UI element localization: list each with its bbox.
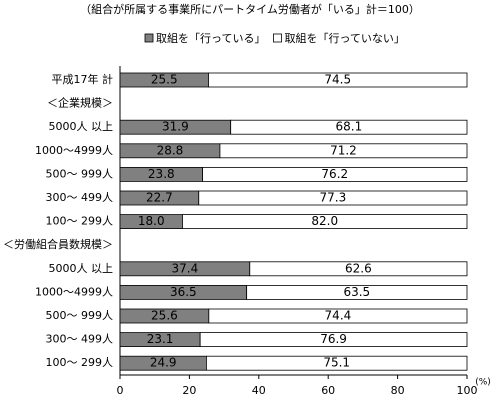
bar-segment xyxy=(246,284,468,300)
value-label: 82.0 xyxy=(311,214,338,228)
category-label: 300～ 499人 xyxy=(46,333,114,346)
legend-swatch xyxy=(144,33,154,43)
chart-title: （組合が所属する事業所にパートタイム労働者が「いる」計＝100） xyxy=(80,2,420,16)
value-label: 63.5 xyxy=(343,285,370,299)
value-label: 76.9 xyxy=(320,332,347,346)
x-unit: (%) xyxy=(475,378,491,388)
value-label: 28.8 xyxy=(157,143,184,157)
value-label: 77.3 xyxy=(320,191,347,205)
value-label: 23.1 xyxy=(147,332,174,346)
value-label: 22.7 xyxy=(146,191,173,205)
value-label: 68.1 xyxy=(335,120,362,134)
value-label: 23.8 xyxy=(148,167,175,181)
legend-swatch xyxy=(273,33,282,43)
value-label: 75.1 xyxy=(323,356,350,370)
bar-segment xyxy=(198,190,468,206)
bar-segment xyxy=(219,143,468,159)
category-label: 平成17年 計 xyxy=(52,72,114,86)
value-label: 25.6 xyxy=(151,309,178,323)
x-tick-label: 0 xyxy=(117,384,124,397)
value-label: 74.4 xyxy=(325,309,352,323)
bar-segment xyxy=(208,72,468,88)
category-label: 100～ 299人 xyxy=(46,356,114,369)
x-tick-label: 20 xyxy=(182,384,196,397)
category-label: 1000～4999人 xyxy=(35,144,113,157)
value-label: 36.5 xyxy=(170,285,197,299)
bar-segment xyxy=(206,355,468,371)
value-label: 18.0 xyxy=(138,214,165,228)
bar-segment xyxy=(202,166,468,182)
bar-segment xyxy=(249,261,468,277)
bar-segment xyxy=(208,308,468,324)
category-label: 1000～4999人 xyxy=(35,285,113,298)
category-label: 500～ 999人 xyxy=(46,167,114,180)
value-label: 76.2 xyxy=(321,167,348,181)
value-label: 24.9 xyxy=(150,356,177,370)
x-tick-label: 60 xyxy=(321,384,335,397)
bar-segment xyxy=(230,119,468,135)
x-tick-label: 100 xyxy=(457,384,478,397)
category-label: 500～ 999人 xyxy=(46,309,114,322)
legend-label: 取組を「行っていない」 xyxy=(284,32,404,45)
category-label: 5000人 以上 xyxy=(49,120,114,133)
category-label: 5000人 以上 xyxy=(49,262,114,275)
value-label: 31.9 xyxy=(162,120,189,134)
category-label: ＜労働組合員数規模＞ xyxy=(3,237,113,251)
x-tick-label: 40 xyxy=(252,384,266,397)
category-label: 300～ 499人 xyxy=(46,191,114,204)
value-label: 37.4 xyxy=(172,261,199,275)
bar-segment xyxy=(199,332,468,348)
category-label: 100～ 299人 xyxy=(46,215,114,228)
legend-label: 取組を「行っている」 xyxy=(156,32,265,45)
value-label: 74.5 xyxy=(324,73,351,87)
value-label: 25.5 xyxy=(151,73,178,87)
value-label: 62.6 xyxy=(345,261,372,275)
bar-segment xyxy=(182,214,468,230)
value-label: 71.2 xyxy=(330,143,357,157)
x-tick-label: 80 xyxy=(391,384,405,397)
category-label: ＜企業規模＞ xyxy=(47,96,113,110)
